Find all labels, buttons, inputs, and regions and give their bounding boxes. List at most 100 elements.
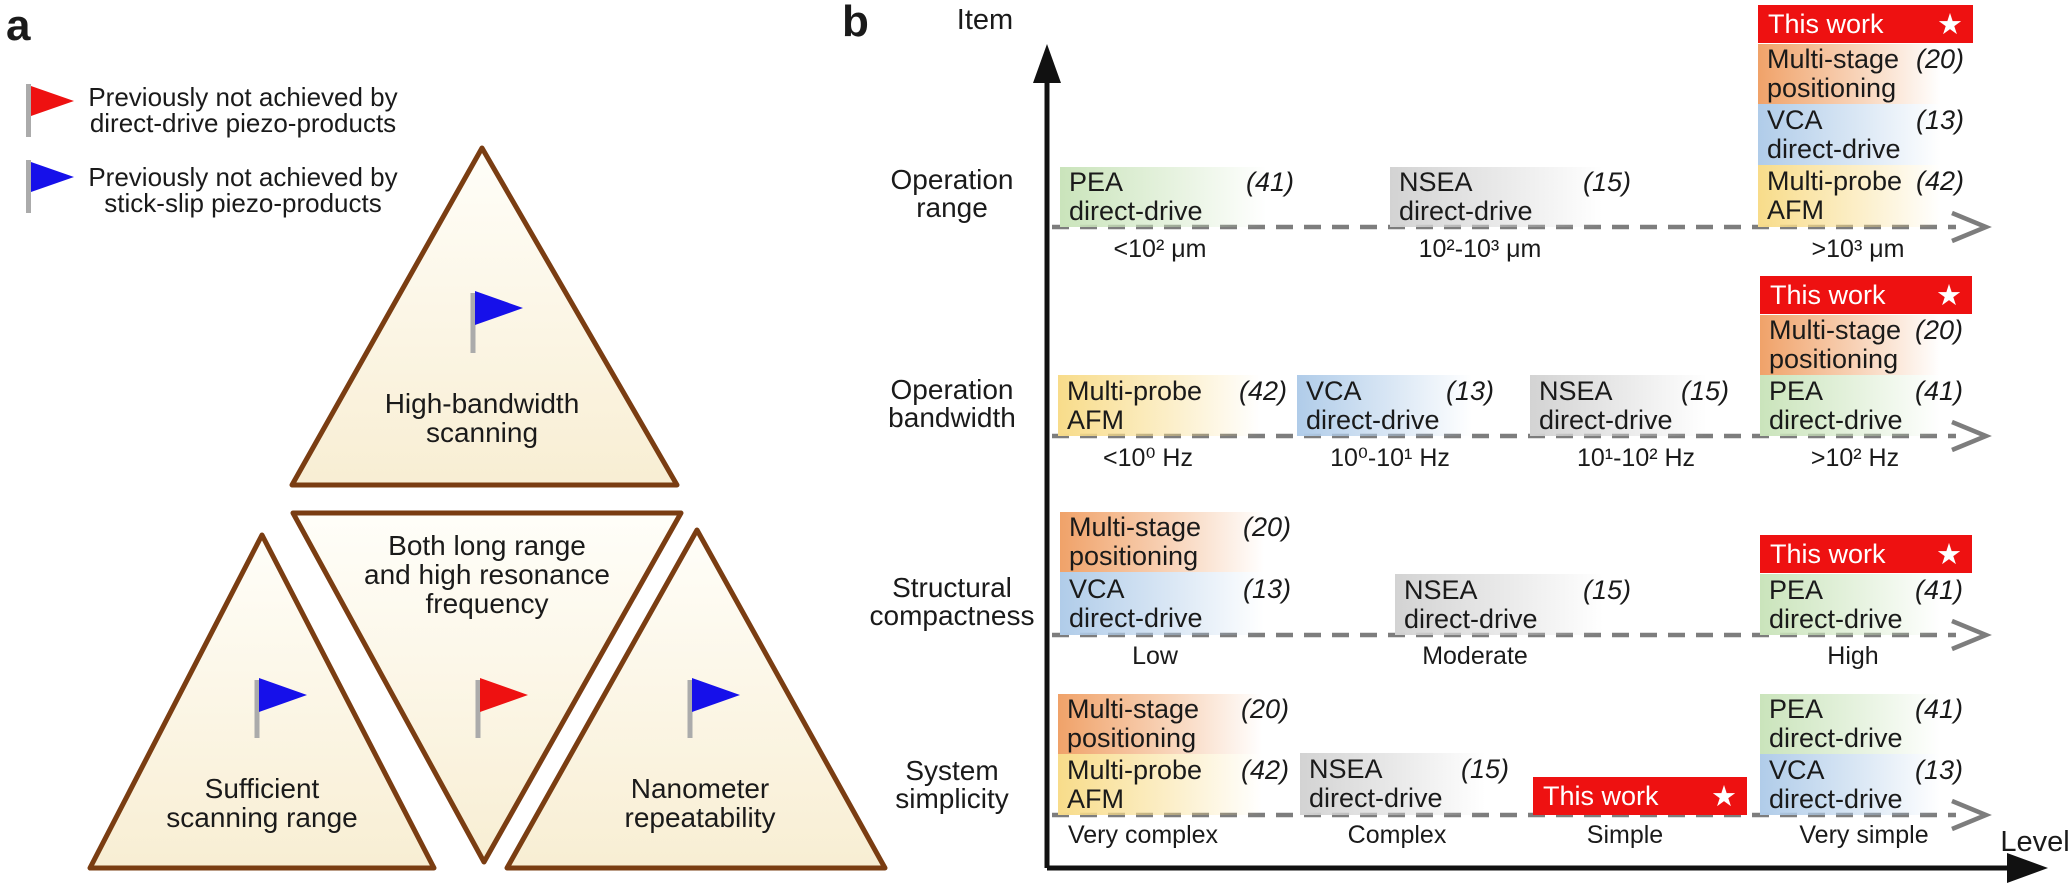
legend-item-blue-flag: Previously not achieved by stick-slip pi…: [78, 164, 408, 216]
entry-ref: (41): [1245, 167, 1294, 197]
triangle-label-high-bandwidth: High-bandwidth scanning: [332, 389, 632, 447]
triangle-label-line: scanning range: [166, 802, 358, 833]
tick-label: 10¹-10² Hz: [1576, 444, 1696, 472]
triangle-label-line: repeatability: [624, 802, 776, 833]
flag-pole: [687, 680, 693, 738]
row-label-line: range: [916, 192, 988, 223]
axes: [1033, 44, 2048, 883]
star-icon: ★: [1711, 780, 1737, 813]
entry-name: PEA: [1069, 167, 1124, 197]
tick-label: <10⁰ Hz: [1103, 444, 1193, 472]
triangle-label-line: Both long range: [388, 530, 586, 561]
triangle-label-line: frequency: [425, 588, 549, 619]
triangle-label-line: Sufficient: [204, 773, 320, 804]
legend-item-red-flag: Previously not achieved by direct-drive …: [78, 84, 408, 136]
tick-label: >10² Hz: [1810, 444, 1900, 472]
blue-flag-icon: [475, 291, 523, 325]
box-multi-stage-positioning: Multi-stage (20) positioning: [1760, 315, 1972, 375]
tick-label: Simple: [1586, 821, 1664, 849]
box-nsea-direct-drive: NSEA (15) direct-drive: [1390, 167, 1640, 227]
tick-label: Very simple: [1799, 821, 1929, 849]
entry-name: AFM: [1067, 783, 1124, 814]
tick-label: High: [1827, 642, 1879, 670]
dashed-level-arrows: [1052, 210, 1992, 832]
entry-name: direct-drive: [1069, 602, 1203, 633]
entry-name: direct-drive: [1767, 133, 1901, 164]
tick-label: 10⁰-10¹ Hz: [1330, 444, 1450, 472]
entry-ref: (41): [1914, 375, 1963, 406]
blue-flag-icon: [692, 678, 740, 712]
triangle-label-nanometer-repeatability: Nanometer repeatability: [550, 774, 850, 832]
entry-name: NSEA: [1539, 375, 1613, 406]
tick-label: Moderate: [1422, 642, 1528, 670]
legend-flags: [26, 84, 74, 213]
entry-name: VCA: [1306, 375, 1362, 406]
entry-ref: (42): [1915, 166, 1964, 196]
entry-name: direct-drive: [1769, 404, 1903, 435]
entry-name: VCA: [1767, 104, 1823, 135]
flag-pole: [26, 84, 31, 137]
entry-name: direct-drive: [1069, 196, 1203, 226]
entry-name: direct-drive: [1769, 783, 1903, 814]
box-vca-direct-drive: VCA (13) direct-drive: [1297, 375, 1503, 436]
triangle-label-line: High-bandwidth: [384, 388, 580, 419]
legend-line: Previously not achieved by: [88, 162, 398, 192]
red-flag-icon: [480, 678, 528, 712]
box-multi-probe-afm: Multi-probe (42) AFM: [1758, 165, 1973, 227]
entry-name: Multi-probe: [1067, 754, 1203, 785]
entry-name: Multi-stage: [1069, 512, 1202, 542]
entry-name: direct-drive: [1309, 783, 1443, 813]
entry-name: VCA: [1069, 573, 1125, 604]
tick-label: Very complex: [1067, 821, 1219, 849]
entry-name: PEA: [1769, 694, 1824, 724]
entry-ref: (13): [1242, 573, 1291, 604]
flag-pole: [475, 680, 481, 738]
flag-pole: [470, 293, 476, 353]
row-label-operation-range: Operation range: [852, 166, 1052, 222]
entry-ref: (20): [1914, 315, 1963, 345]
entry-ref: (42): [1238, 375, 1287, 406]
box-this-work: This work ★: [1758, 5, 1973, 43]
entry-name: positioning: [1069, 541, 1199, 571]
box-pea-direct-drive: PEA (41) direct-drive: [1060, 167, 1303, 227]
triangle-label-line: and high resonance: [364, 559, 610, 590]
star-icon: ★: [1936, 279, 1962, 312]
box-this-work: This work ★: [1760, 276, 1972, 314]
row-label-line: Operation: [890, 374, 1014, 405]
this-work-label: This work: [1768, 8, 1884, 39]
box-pea-direct-drive: PEA (41) direct-drive: [1760, 574, 1972, 635]
entry-ref: (15): [1582, 574, 1631, 605]
entry-ref: (15): [1680, 375, 1729, 406]
flag-pole: [26, 160, 31, 213]
entry-ref: (13): [1914, 754, 1963, 785]
box-vca-direct-drive: VCA (13) direct-drive: [1758, 104, 1973, 165]
entry-name: NSEA: [1399, 167, 1473, 197]
row-label-line: Operation: [890, 164, 1014, 195]
row-label-operation-bandwidth: Operation bandwidth: [852, 376, 1052, 432]
box-multi-probe-afm: Multi-probe (42) AFM: [1058, 375, 1296, 436]
entry-ref: (41): [1914, 574, 1963, 605]
entry-ref: (41): [1914, 694, 1963, 724]
box-multi-probe-afm: Multi-probe (42) AFM: [1058, 754, 1298, 815]
entry-ref: (13): [1445, 375, 1494, 406]
entry-name: AFM: [1067, 404, 1124, 435]
entry-name: positioning: [1067, 723, 1197, 753]
box-multi-stage-positioning: Multi-stage (20) positioning: [1758, 44, 1973, 104]
triangle-label-line: Nanometer: [630, 773, 770, 804]
box-vca-direct-drive: VCA (13) direct-drive: [1760, 754, 1972, 815]
entry-name: positioning: [1769, 344, 1899, 374]
this-work-label: This work: [1543, 780, 1659, 811]
entry-ref: (20): [1242, 512, 1291, 542]
box-pea-direct-drive: PEA (41) direct-drive: [1760, 375, 1972, 436]
star-icon: ★: [1937, 8, 1963, 41]
entry-name: PEA: [1769, 375, 1824, 406]
entry-name: direct-drive: [1306, 404, 1440, 435]
flag-pole: [254, 680, 260, 738]
triangle-label-line: scanning: [425, 417, 539, 448]
triangle-label-long-range: Both long range and high resonance frequ…: [337, 531, 637, 618]
entry-name: direct-drive: [1399, 196, 1533, 226]
legend-line: direct-drive piezo-products: [89, 108, 397, 138]
entry-ref: (15): [1582, 167, 1631, 197]
row-label-line: System: [905, 755, 999, 786]
red-flag-icon: [31, 86, 74, 116]
